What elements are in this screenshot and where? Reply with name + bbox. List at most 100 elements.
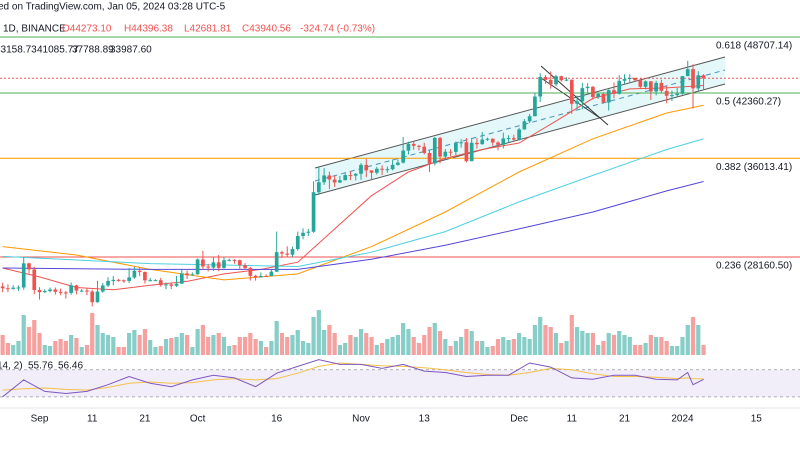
- volume-bar: [127, 333, 132, 355]
- candle-body: [469, 142, 474, 162]
- candle-body: [390, 164, 395, 170]
- volume-bar: [211, 335, 216, 355]
- candle-body: [216, 262, 221, 268]
- candle-body: [343, 175, 348, 181]
- volume-bar: [474, 341, 480, 355]
- candle-body: [332, 179, 337, 183]
- volume-bar: [358, 329, 364, 355]
- volume-bar: [32, 320, 37, 355]
- volume-bar: [553, 333, 559, 355]
- candle-body: [79, 290, 84, 292]
- candle-body: [627, 77, 632, 80]
- candle-body: [501, 138, 506, 145]
- candle-body: [633, 77, 637, 81]
- candle-body: [111, 279, 116, 281]
- volume-bar: [353, 337, 358, 355]
- volume-bar: [285, 337, 290, 355]
- candle-body: [480, 139, 485, 145]
- candle-body: [396, 162, 400, 165]
- symbol: 1D, BINANCE: [3, 24, 66, 35]
- fib-label: 0.236 (28160.50): [716, 261, 792, 272]
- x-tick-label: 13: [419, 414, 431, 425]
- volume-bar: [264, 347, 269, 355]
- candle-body: [285, 253, 290, 255]
- volume-bar: [322, 330, 327, 355]
- candle-body: [106, 280, 110, 286]
- volume-bar: [675, 346, 680, 355]
- candle-body: [496, 142, 500, 145]
- volume-bar: [659, 337, 664, 355]
- candle-body: [454, 143, 458, 152]
- volume-bar: [116, 347, 121, 355]
- volume-bar: [448, 346, 453, 355]
- volume-bar: [132, 330, 137, 355]
- candle-body: [290, 249, 295, 255]
- ma-value: 41085.77: [37, 45, 79, 56]
- candle-body: [564, 79, 569, 81]
- ohlc-close: C43940.56: [242, 24, 291, 35]
- volume-bar: [564, 341, 569, 355]
- candle-body: [475, 142, 479, 145]
- volume-bar: [664, 341, 669, 355]
- candle-body: [643, 81, 648, 87]
- candle-body: [380, 168, 384, 170]
- x-tick-label: Oct: [190, 414, 206, 425]
- volume-bar: [21, 315, 26, 355]
- candle-body: [601, 93, 606, 103]
- candle-body: [569, 79, 574, 104]
- candle-body: [174, 283, 179, 286]
- candle-body: [490, 138, 495, 143]
- candle-body: [696, 75, 701, 89]
- volume-bar: [337, 345, 343, 355]
- candle-body: [316, 182, 321, 193]
- volume-bar: [5, 343, 11, 355]
- volume-bar: [142, 329, 148, 355]
- volume-bar: [237, 337, 242, 355]
- volume-bar: [169, 338, 174, 355]
- volume-bar: [580, 331, 585, 355]
- candle-body: [243, 265, 247, 269]
- ma-value: 33987.60: [110, 45, 152, 56]
- volume-bar: [574, 327, 580, 355]
- candle-body: [622, 79, 627, 81]
- volume-bar: [47, 346, 53, 355]
- volume-bar: [69, 335, 74, 355]
- volume-bar: [37, 333, 42, 355]
- candle-body: [158, 280, 163, 286]
- ma-value: 37788.89: [72, 45, 114, 56]
- volume-bar: [16, 341, 21, 355]
- candle-body: [85, 290, 89, 292]
- x-tick-label: 21: [139, 414, 151, 425]
- candle-body: [69, 285, 73, 293]
- volume-bar: [501, 337, 506, 355]
- channel-fill: [315, 57, 725, 195]
- moving-average: [2, 85, 704, 291]
- volume-bar: [42, 345, 47, 355]
- volume-bar: [248, 333, 253, 355]
- candle-body: [53, 289, 58, 292]
- candle-body: [58, 291, 63, 293]
- candle-body: [401, 150, 406, 163]
- volume-bar: [611, 335, 617, 355]
- volume-bar: [469, 331, 474, 355]
- volume-bar: [84, 345, 90, 355]
- volume-bar: [190, 347, 195, 355]
- volume-bar: [153, 347, 158, 355]
- volume-bar: [585, 333, 590, 355]
- candle-body: [654, 82, 658, 92]
- volume-bar: [427, 327, 432, 355]
- volume-bar: [480, 341, 485, 355]
- volume-bar: [379, 343, 385, 355]
- volume-bar: [422, 335, 427, 355]
- volume-bar: [137, 335, 142, 355]
- volume-bar: [601, 341, 606, 355]
- candle-body: [122, 280, 126, 282]
- candle-body: [364, 164, 369, 171]
- ohlc-change: -324.74 (-0.73%): [300, 24, 375, 35]
- volume-bar: [348, 335, 353, 355]
- volume-bar: [111, 337, 116, 355]
- volume-bar: [459, 337, 464, 355]
- volume-bar: [195, 329, 200, 355]
- volume-bar: [300, 341, 306, 355]
- candle-body: [591, 86, 595, 98]
